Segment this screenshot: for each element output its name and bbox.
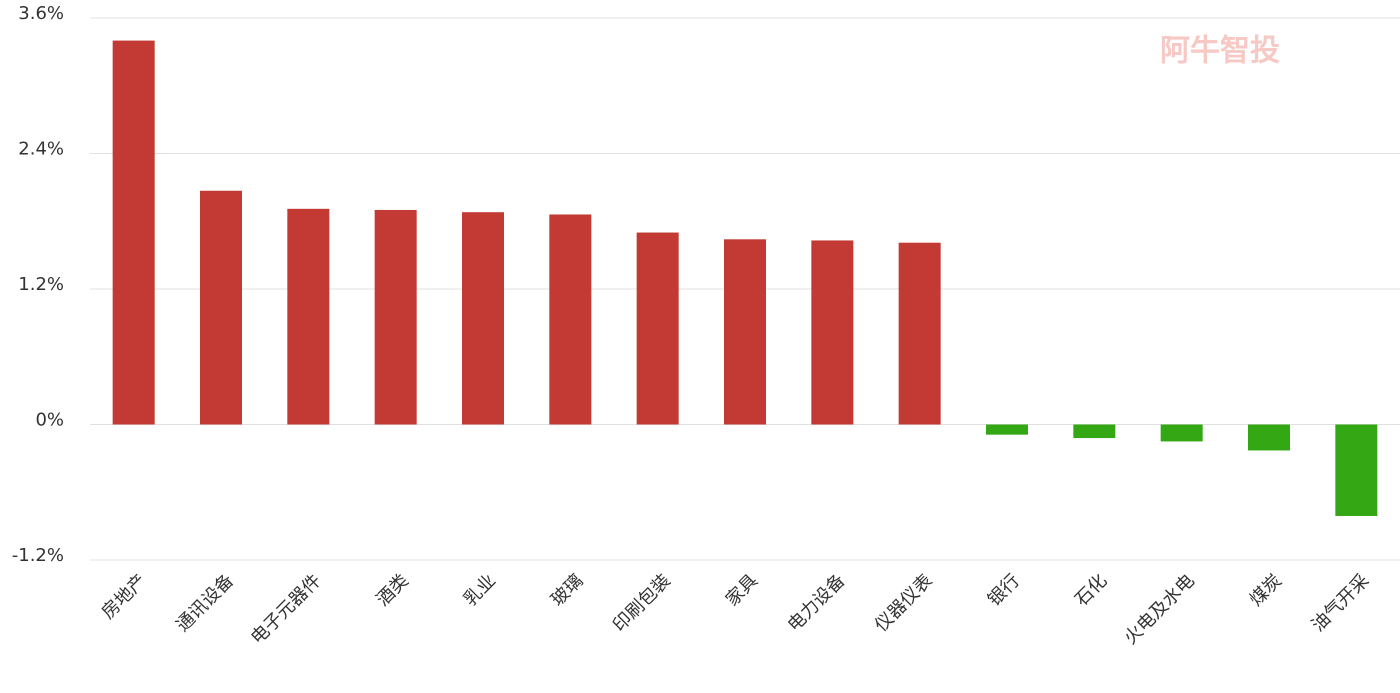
x-tick-label: 电力设备 (784, 570, 850, 636)
bar (200, 190, 242, 425)
y-tick-label: -1.2% (12, 545, 64, 566)
bar (1073, 424, 1116, 439)
bar (287, 208, 330, 425)
watermark: 阿牛智投 (1160, 34, 1280, 69)
y-tick-label: 1.2% (18, 274, 64, 295)
bar (1335, 424, 1378, 516)
bar (462, 212, 504, 425)
y-tick-label: 0% (35, 410, 64, 431)
x-tick-label: 电子元器件 (247, 570, 325, 648)
x-tick-label: 火电及水电 (1120, 570, 1198, 648)
x-tick-label: 通讯设备 (172, 570, 238, 636)
bar (112, 40, 155, 425)
x-tick-label: 煤炭 (1246, 570, 1286, 610)
x-tick-label: 印刷包装 (609, 570, 675, 636)
y-tick-label: 3.6% (18, 3, 64, 24)
x-tick-label: 家具 (722, 570, 762, 610)
y-tick-label: 2.4% (18, 139, 64, 160)
x-tick-label: 酒类 (372, 570, 412, 610)
x-tick-label: 银行 (984, 570, 1024, 610)
bar (1248, 424, 1290, 451)
x-tick-label: 油气开采 (1308, 570, 1374, 636)
bar (724, 239, 766, 425)
bar (898, 242, 941, 425)
bar (1160, 424, 1203, 442)
x-tick-label: 仪器仪表 (871, 570, 937, 636)
bar (636, 232, 679, 425)
bar (549, 214, 592, 425)
x-tick-label: 乳业 (460, 570, 500, 610)
x-tick-label: 玻璃 (547, 570, 587, 610)
bar (374, 209, 417, 425)
x-tick-label: 房地产 (98, 570, 151, 623)
bar (986, 424, 1028, 435)
bar (811, 240, 854, 425)
x-tick-label: 石化 (1071, 570, 1111, 610)
